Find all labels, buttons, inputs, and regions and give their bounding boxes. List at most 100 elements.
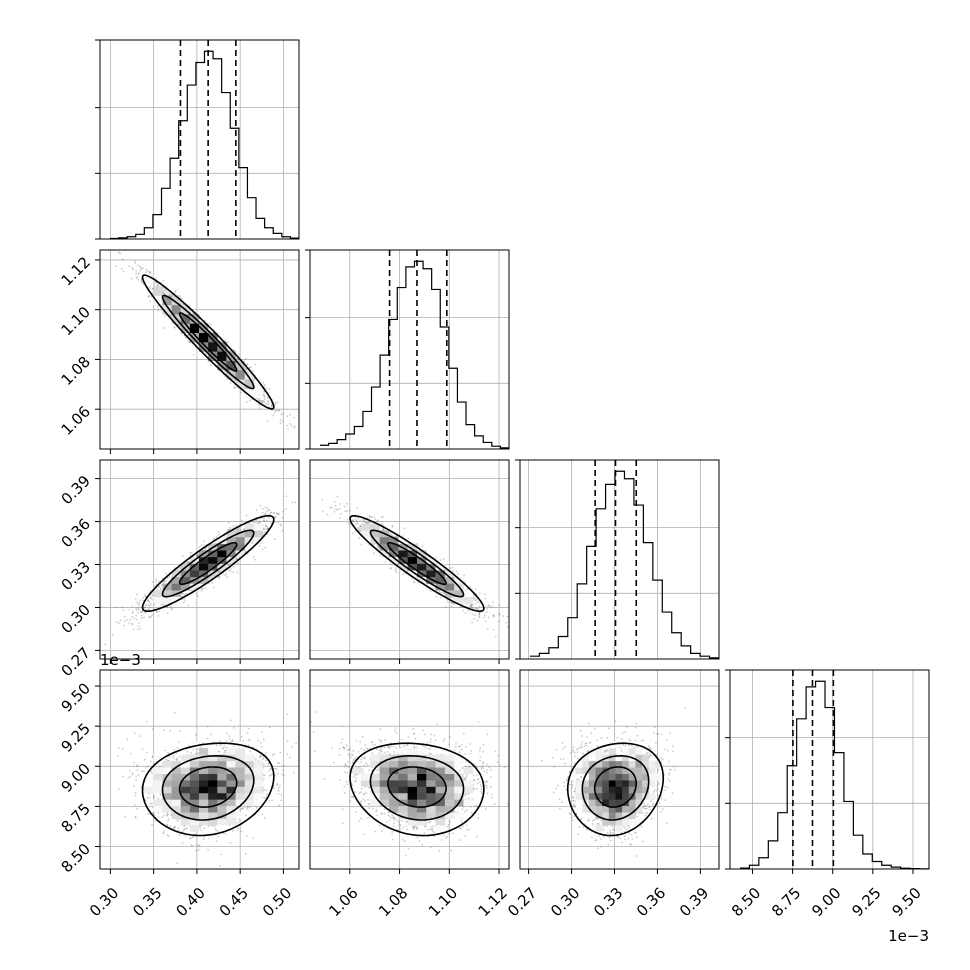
sample-point [163,580,165,583]
sample-point [276,512,278,515]
density-bin [208,342,218,352]
sample-point [155,578,158,581]
scatter-panel-0-1 [95,249,300,454]
sample-point [200,589,203,592]
sample-point [147,599,149,602]
sample-point [117,251,120,253]
sample-point [128,608,131,611]
contour-level-2 [141,274,275,410]
sample-point [292,426,295,429]
sample-point [290,424,293,427]
sample-point [252,556,255,559]
sample-point [265,387,268,390]
sample-point [148,271,151,274]
sample-point [115,265,118,268]
sample-point [227,528,229,531]
sample-point [195,554,198,557]
sample-point [246,400,248,403]
density-bin [208,351,218,361]
sample-point [235,524,238,527]
sample-point [104,643,106,646]
sample-point [135,607,138,610]
sample-point [235,558,238,561]
density-bin [162,304,172,315]
sample-point [264,513,267,516]
sample-point [140,281,143,284]
sample-point [245,514,248,517]
sample-point [281,420,284,423]
sample-point [165,572,168,575]
sample-point [120,267,123,270]
sample-point [177,323,180,326]
sample-point [258,399,261,402]
sample-point [154,281,156,284]
sample-point [141,610,144,613]
sample-point [131,615,134,618]
sample-point [185,561,188,564]
sample-point [207,360,210,363]
sample-point [274,403,277,406]
sample-point [265,525,268,528]
sample-point [135,601,138,603]
histogram-steps [739,680,929,870]
sample-point [239,528,242,531]
sample-point [148,604,151,607]
sample-point [122,609,125,611]
sample-point [138,265,141,268]
contour-level-1 [161,294,255,390]
sample-point [253,521,256,524]
density-bin [189,323,200,334]
scatter-panel-0-2 [95,459,300,664]
sample-point [236,571,239,574]
sample-point [223,370,226,373]
sample-point [268,509,271,512]
sample-point [147,599,150,602]
sample-point [165,580,167,583]
sample-point [260,400,263,402]
sample-point [162,280,165,282]
sample-point [148,600,151,603]
sample-point [274,401,277,404]
sample-point [135,272,138,275]
sample-point [118,622,120,624]
sample-point [180,592,183,595]
sample-point [217,570,220,573]
sample-point [123,615,126,618]
sample-point [122,270,125,273]
sample-point [173,326,176,329]
sample-point [237,527,240,530]
sample-point [294,501,297,504]
density-bin [199,323,209,334]
sample-point [277,513,280,516]
histogram-panel-0 [95,39,300,240]
sample-point [246,363,248,366]
sample-point [236,557,239,560]
sample-point [131,611,134,614]
sample-point [144,604,147,606]
sample-point [137,273,140,276]
sample-point [171,607,173,610]
sample-point [189,554,192,557]
sample-point [266,507,269,510]
sample-point [275,409,278,412]
sample-point [192,354,195,356]
sample-point [267,509,270,512]
density-bin [144,276,154,287]
sample-point [258,520,261,522]
sample-point [289,422,292,425]
histogram-frame [519,459,720,660]
sample-point [260,517,263,520]
sample-point [281,529,284,532]
sample-point [131,623,134,626]
sample-point [158,610,161,613]
sample-point [251,520,254,523]
sample-point [263,400,265,403]
histogram-panel-1 [305,249,510,450]
sample-point [119,252,121,255]
sample-point [277,409,280,412]
sample-point [254,558,257,561]
sample-point [264,512,267,515]
sample-point [281,412,284,415]
density-bin [162,295,172,306]
